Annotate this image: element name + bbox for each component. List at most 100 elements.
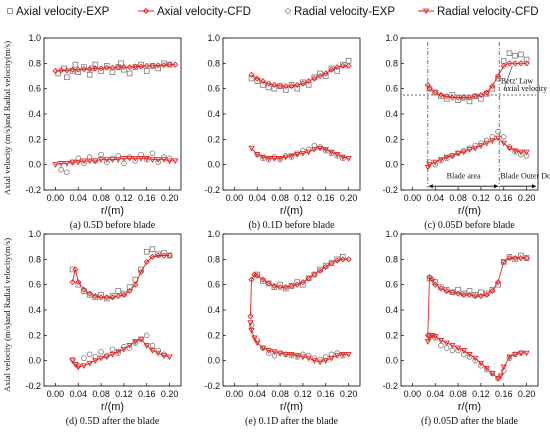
x-tick-label: 0.08 [92, 389, 110, 399]
data-point [92, 158, 99, 165]
series-line [249, 258, 349, 317]
data-point [69, 159, 76, 166]
data-point [149, 157, 156, 163]
data-point [466, 98, 473, 105]
data-point [328, 355, 335, 362]
data-point [143, 332, 150, 339]
panel-caption: (c) 0.05D before blade [424, 220, 515, 231]
data-point [282, 284, 289, 291]
data-point [294, 81, 301, 88]
data-point [288, 282, 295, 289]
legend-marker [285, 8, 291, 14]
series [424, 60, 530, 101]
data-point [149, 150, 156, 157]
chart-panel: -0.2 0.0 0.2 0.4 0.6 0.8 1.0 0.00 0.04 0.08 0.12 0.… [25, 229, 182, 427]
data-point [92, 358, 99, 364]
data-point [98, 294, 105, 301]
data-point [265, 156, 272, 163]
data-point [86, 65, 93, 73]
data-point [64, 74, 70, 81]
series [69, 252, 173, 301]
data-point [58, 166, 64, 173]
data-point [500, 134, 507, 140]
chart-panel: -0.2 0.0 0.2 0.4 0.6 0.8 1.0 0.00 0.04 0.08 0.12 0.… [382, 33, 550, 231]
data-point [72, 266, 79, 273]
data-point [334, 257, 341, 264]
data-point [80, 158, 88, 165]
data-point [322, 358, 329, 364]
data-point [81, 355, 87, 361]
data-point [271, 284, 278, 290]
data-point [477, 143, 485, 149]
x-tick-label: 0.08 [449, 193, 467, 203]
y-tick-label: 1.0 [385, 33, 398, 43]
x-tick-label: 0.00 [404, 389, 422, 399]
data-point [506, 60, 513, 67]
data-point [138, 63, 145, 70]
y-tick-label: 0.4 [385, 109, 398, 119]
series-line [72, 338, 170, 368]
data-point [506, 50, 513, 56]
data-point [86, 71, 93, 78]
data-point [472, 293, 479, 300]
data-point [345, 256, 352, 263]
data-point [138, 151, 144, 158]
y-tick-label: 0.6 [28, 280, 41, 290]
panel-caption: (d) 0.5D after the blade [66, 416, 160, 427]
data-point [86, 158, 93, 165]
data-point [58, 67, 65, 74]
data-point [328, 66, 335, 73]
data-point [161, 60, 167, 67]
data-point [495, 72, 502, 80]
data-point [489, 83, 496, 90]
data-point [126, 155, 133, 162]
data-point [334, 353, 341, 359]
y-tick-label: 1.0 [28, 229, 41, 239]
data-point [103, 63, 110, 69]
data-point [523, 153, 530, 159]
x-tick-label: 0.12 [472, 193, 490, 203]
data-point [449, 289, 456, 296]
data-point [472, 291, 479, 298]
data-point [512, 60, 519, 67]
data-point [478, 96, 484, 102]
data-point [63, 161, 70, 167]
data-point [248, 75, 255, 82]
data-point [251, 335, 258, 342]
x-tick-label: 0.12 [294, 193, 312, 203]
x-tick-label: 0.08 [271, 193, 289, 203]
y-tick-label: 0.8 [207, 254, 220, 264]
data-point [276, 350, 284, 357]
y-tick-label: -0.2 [382, 185, 398, 195]
legend-label: Axial velocity-CFD [157, 6, 251, 18]
series-line [427, 334, 527, 379]
data-point [478, 289, 484, 296]
y-axis-label: Axial velocity (m/s)and Radial velocity(… [2, 41, 12, 195]
data-point [328, 351, 335, 358]
data-point [271, 155, 278, 162]
panel-caption: (f) 0.05D after the blade [421, 416, 518, 427]
x-tick-label: 0.20 [340, 193, 358, 203]
series-line [427, 62, 527, 98]
data-point [523, 350, 530, 357]
x-tick-label: 0.12 [294, 389, 312, 399]
data-point [115, 293, 122, 300]
data-point [466, 351, 473, 358]
data-point [437, 157, 445, 163]
data-point [472, 93, 479, 100]
data-point [317, 72, 324, 80]
data-point [495, 128, 501, 135]
data-point [424, 339, 431, 345]
data-point [126, 287, 133, 295]
data-point [322, 263, 329, 270]
x-axis-label: r/(m) [101, 205, 124, 217]
data-point [138, 268, 145, 276]
data-point [424, 164, 431, 171]
data-point [489, 370, 496, 377]
data-point [118, 60, 124, 67]
data-point [57, 161, 65, 167]
data-point [160, 157, 168, 163]
data-point [271, 349, 278, 356]
data-point [160, 252, 167, 259]
data-point [277, 83, 284, 90]
